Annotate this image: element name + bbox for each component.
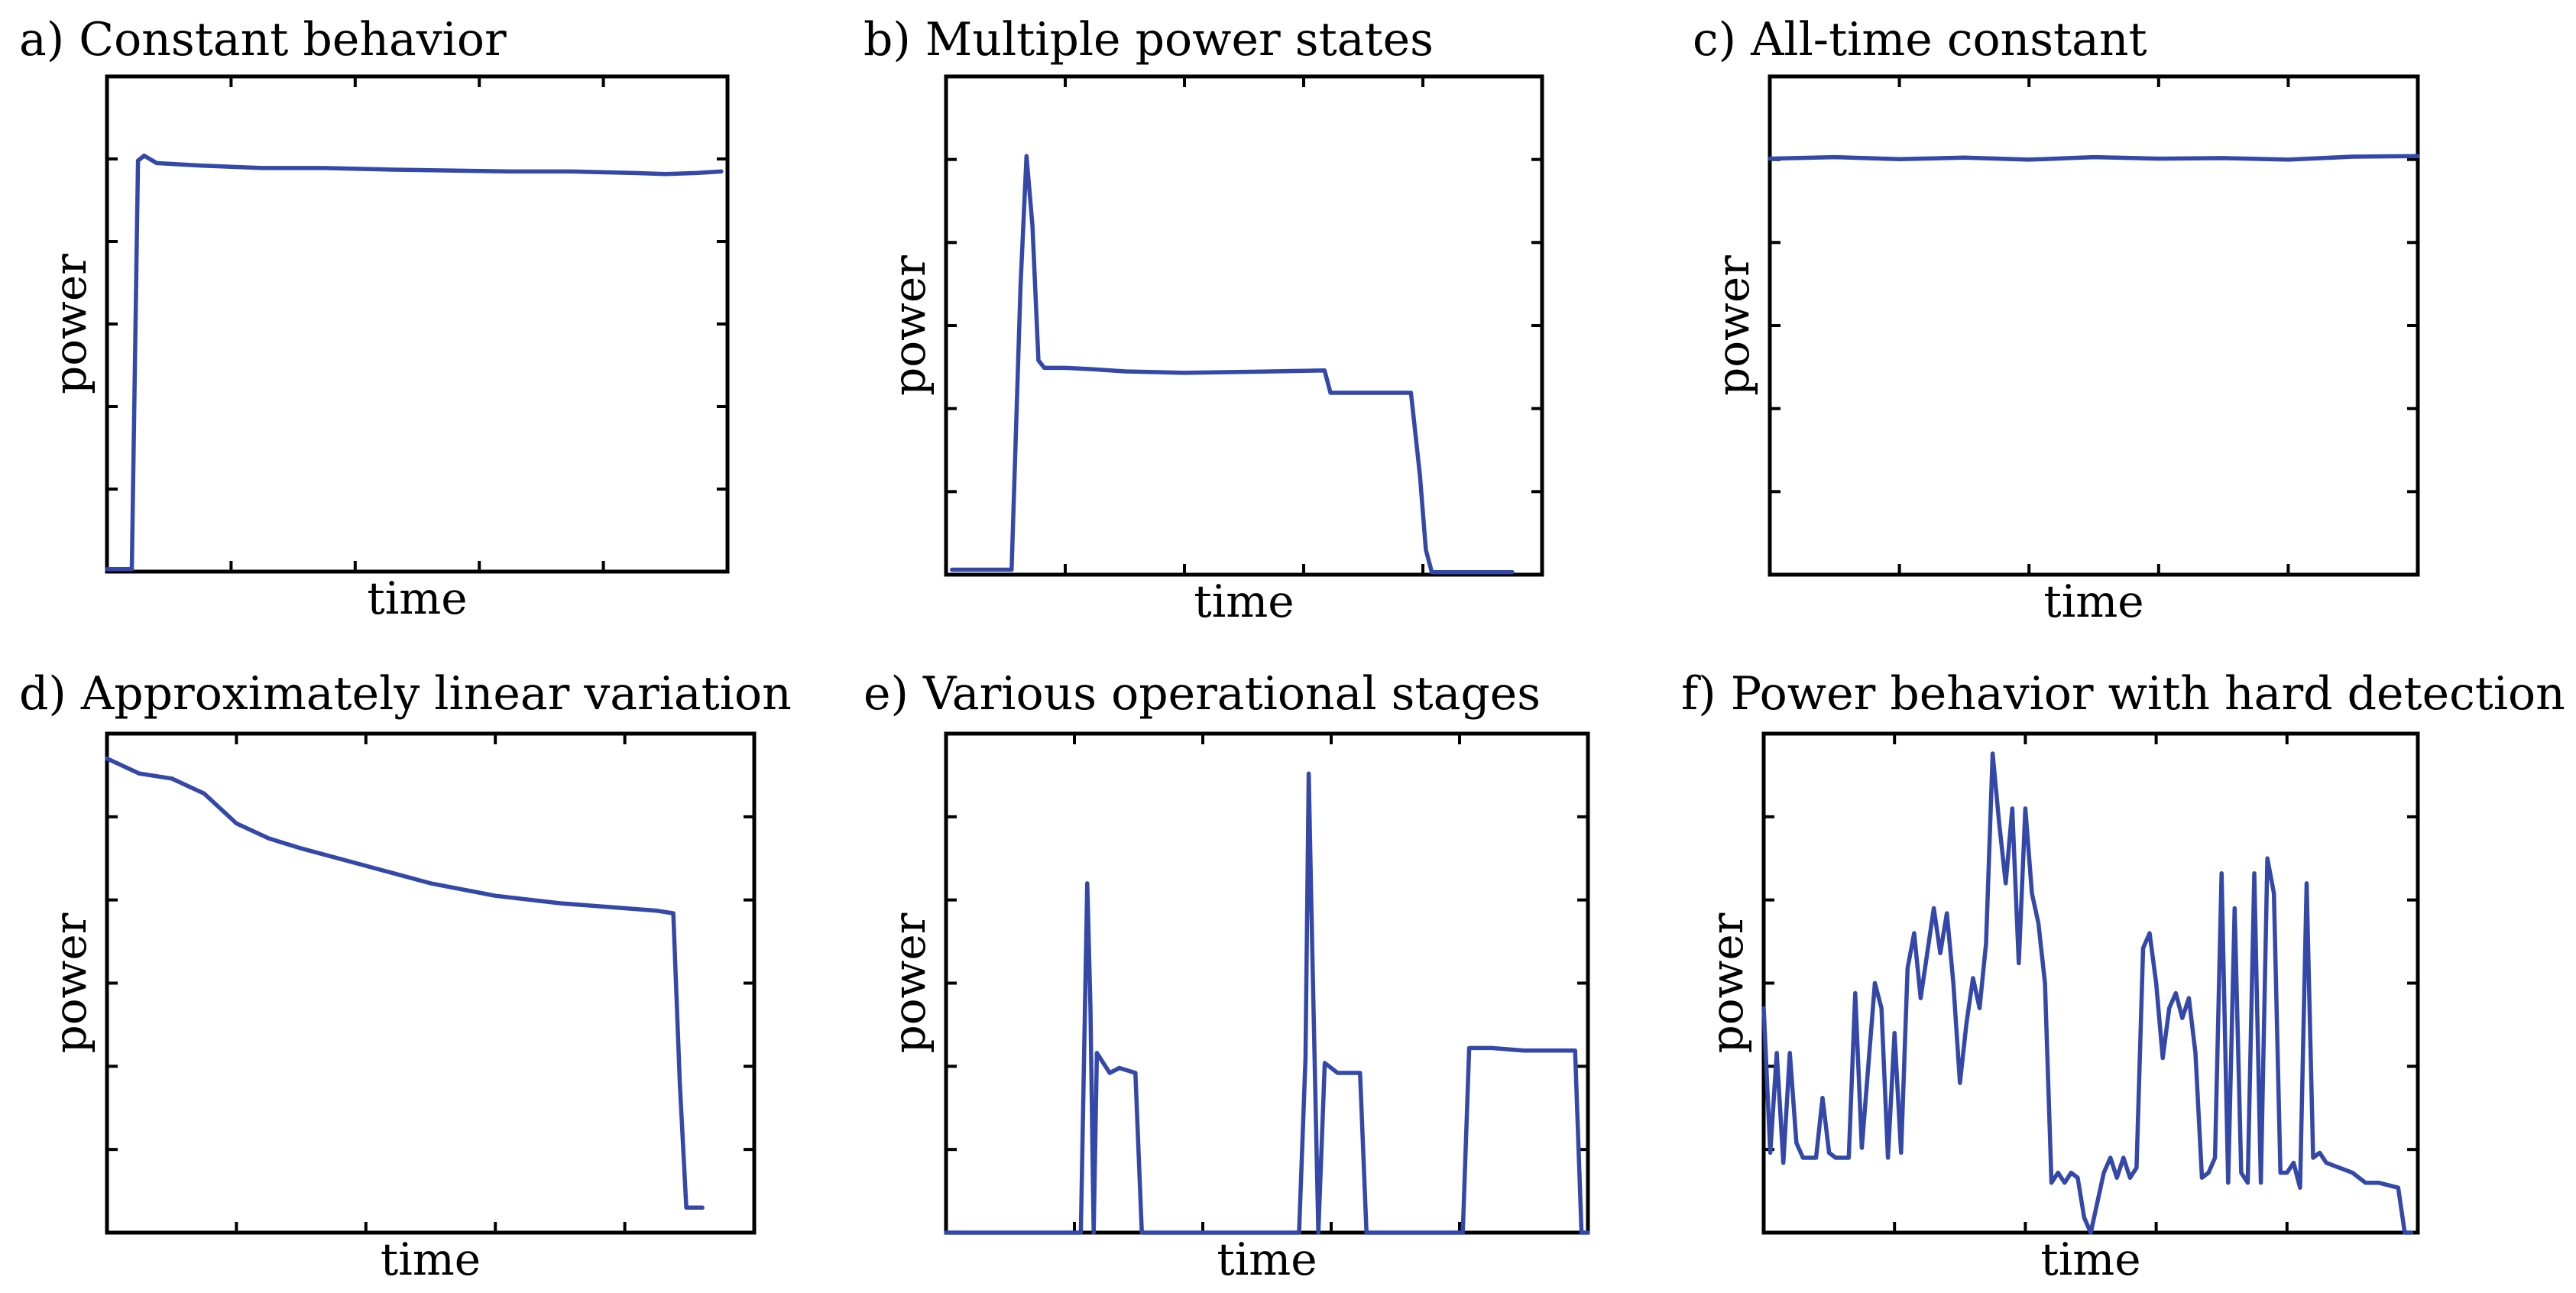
series-line-power <box>1768 154 2420 162</box>
series-line-power <box>950 154 1515 575</box>
y-axis-label: power <box>883 255 935 396</box>
x-axis-label: time <box>1217 1233 1317 1285</box>
plot-frame <box>105 74 730 574</box>
chart-panel-a: a) Constant behavior time power <box>19 13 730 624</box>
series-line-power <box>105 153 724 572</box>
y-axis-label: power <box>1707 255 1759 396</box>
chart-title: a) Constant behavior <box>19 13 507 66</box>
plot-frame <box>1761 731 2420 1235</box>
x-axis-label: time <box>2040 1233 2140 1285</box>
chart-panel-c: c) All-time constant time power <box>1693 13 2420 627</box>
y-axis-label: power <box>44 912 96 1053</box>
chart-panel-e: e) Various operational stages time power <box>864 667 1590 1285</box>
chart-title: f) Power behavior with hard detection <box>1681 667 2565 721</box>
chart-panel-d: d) Approximately linear variation time pow… <box>19 667 792 1285</box>
series-line-power <box>1761 751 2414 1235</box>
y-axis-label: power <box>1701 912 1753 1053</box>
plot-frame <box>944 731 1590 1235</box>
x-axis-label: time <box>1194 575 1294 627</box>
x-axis-label: time <box>2043 575 2143 627</box>
y-axis-label: power <box>44 254 96 394</box>
chart-title: c) All-time constant <box>1693 13 2147 66</box>
x-axis-label: time <box>381 1233 481 1285</box>
series-line-power <box>105 756 705 1210</box>
y-axis-label: power <box>883 912 935 1053</box>
chart-title: b) Multiple power states <box>864 13 1434 66</box>
chart-panel-b: b) Multiple power states time power <box>864 13 1544 627</box>
series-line-power <box>944 771 1590 1235</box>
chart-title: d) Approximately linear variation <box>19 667 792 721</box>
chart-panel-f: f) Power behavior with hard detection tim… <box>1681 667 2565 1285</box>
x-axis-label: time <box>367 572 467 624</box>
chart-title: e) Various operational stages <box>864 667 1541 721</box>
plot-frame <box>1768 74 2420 577</box>
plot-frame <box>105 731 757 1235</box>
